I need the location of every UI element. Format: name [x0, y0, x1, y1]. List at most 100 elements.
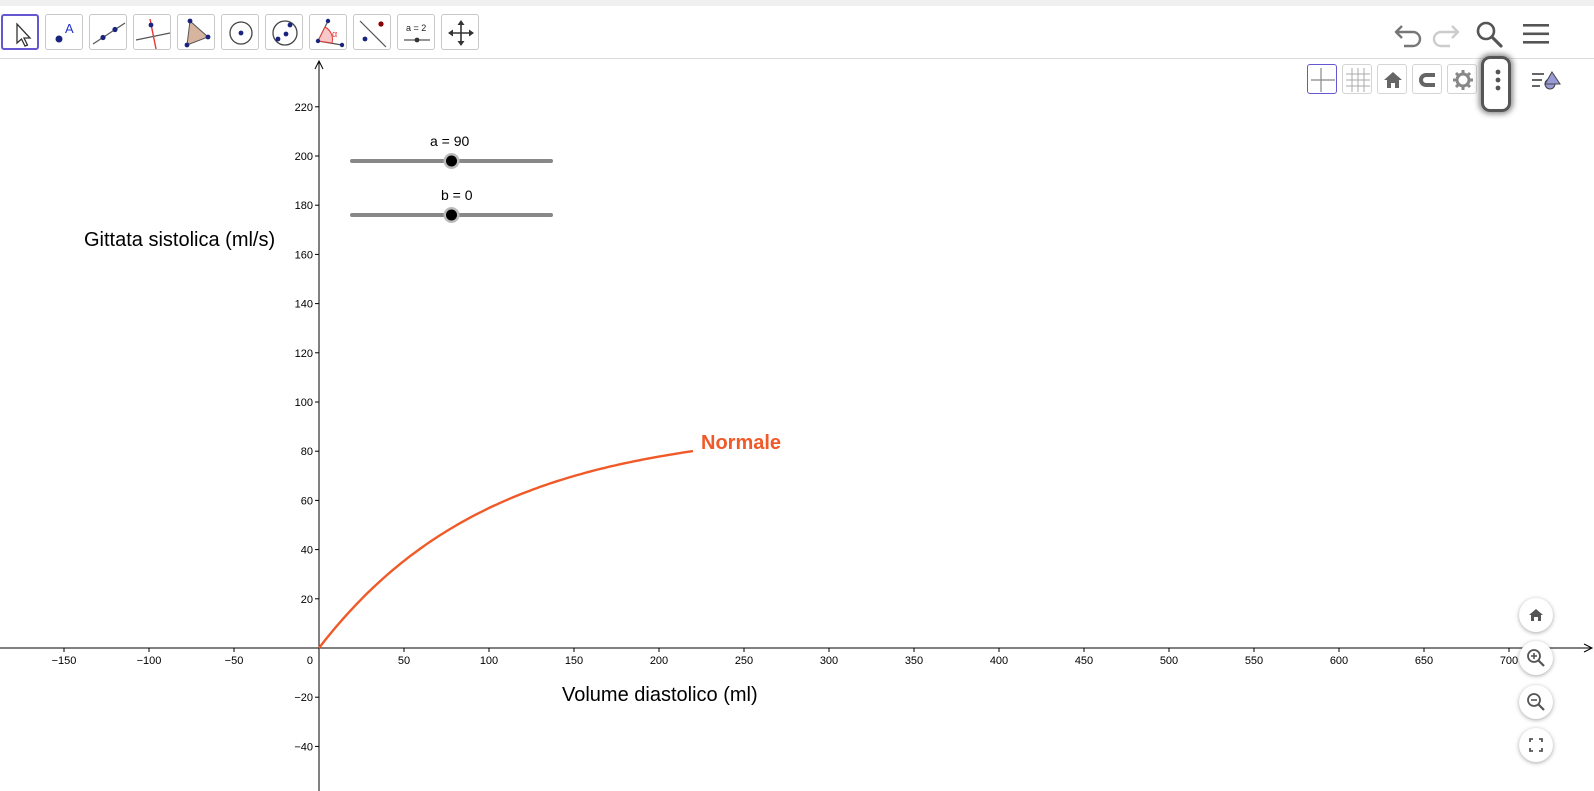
gear-icon [1453, 70, 1473, 90]
zoom-in-fab[interactable] [1519, 641, 1553, 675]
move-tool-button[interactable] [1, 14, 39, 50]
y-axis-title: Gittata sistolica (ml/s) [84, 229, 276, 251]
home-icon [1384, 72, 1402, 88]
circle-icon [229, 21, 253, 45]
y-tick-label: 160 [295, 249, 313, 261]
perpendicular-line-icon [135, 18, 171, 50]
circle-through-points-icon [272, 20, 298, 46]
x-tick-label: 650 [1415, 655, 1433, 667]
x-tick-label: 400 [990, 655, 1008, 667]
polygon-icon [184, 18, 211, 48]
x-tick-label: 250 [735, 655, 753, 667]
reflect-tool-button[interactable] [353, 14, 391, 50]
x-axis-title: Volume diastolico (ml) [562, 684, 758, 706]
x-tick-label: 100 [480, 655, 498, 667]
zoom-out-icon [1527, 693, 1545, 711]
graphics-style-bar [1302, 62, 1594, 100]
grid-toggle-icon [1346, 68, 1370, 92]
circle-center-point-tool-button[interactable] [221, 14, 259, 50]
standard-view-fab[interactable] [1519, 598, 1553, 632]
x-tick-label: 450 [1075, 655, 1093, 667]
slider-knob[interactable] [446, 155, 457, 167]
angle-icon: α [315, 18, 345, 48]
magnet-icon [1419, 73, 1435, 87]
cursor-arrow-icon [16, 22, 32, 47]
y-tick-label: 100 [295, 397, 313, 409]
y-tick-label: −40 [294, 741, 313, 753]
slider-a-label: a = 90 [430, 133, 470, 149]
y-tick-label: 200 [295, 151, 313, 163]
main-menu-button[interactable] [1520, 20, 1552, 48]
line-tool-button[interactable] [89, 14, 127, 50]
y-axis [314, 59, 324, 791]
slider-b-label: b = 0 [441, 187, 473, 203]
move-arrows-icon [448, 20, 474, 46]
standard-view-button[interactable] [1377, 64, 1407, 94]
x-tick-label: 150 [565, 655, 583, 667]
axis-tick-labels: −150 −100 −50 50 100 150 200 250 300 350 400 450 500… [52, 102, 1519, 754]
search-icon [1476, 21, 1503, 48]
x-tick-label: 200 [650, 655, 668, 667]
more-options-icon [1495, 69, 1501, 91]
point-icon: A [55, 21, 74, 43]
style-bar-toggle-icon [1532, 71, 1561, 90]
toolbar: A [0, 6, 1594, 59]
x-tick-label: −50 [225, 655, 244, 667]
y-tick-label: 120 [295, 348, 313, 360]
graphics-settings-button[interactable] [1447, 64, 1477, 94]
polygon-tool-button[interactable] [177, 14, 215, 50]
more-options-button[interactable] [1482, 64, 1512, 94]
x-tick-label: 700 [1500, 655, 1518, 667]
x-tick-label: 300 [820, 655, 838, 667]
x-axis [0, 643, 1594, 653]
home-icon [1529, 609, 1543, 621]
slider-icon: a = 2 [404, 23, 430, 43]
fullscreen-icon [1529, 738, 1543, 752]
point-tool-button[interactable]: A [45, 14, 83, 50]
y-tick-label: −20 [294, 692, 313, 704]
focus-highlight [1481, 56, 1511, 112]
y-tick-label: 80 [301, 446, 313, 458]
angle-tool-button[interactable]: α [309, 14, 347, 50]
zoom-in-icon [1527, 649, 1545, 667]
y-tick-label: 180 [295, 200, 313, 212]
x-tick-label: 350 [905, 655, 923, 667]
fullscreen-fab[interactable] [1519, 728, 1553, 762]
search-button[interactable] [1474, 20, 1506, 48]
undo-icon [1394, 25, 1422, 48]
y-tick-label: 20 [301, 594, 313, 606]
reflect-about-line-icon [359, 20, 387, 48]
line-icon [92, 22, 126, 45]
y-tick-label: 220 [295, 102, 313, 114]
svg-text:α: α [332, 29, 337, 39]
grid-toggle-button[interactable] [1342, 64, 1372, 94]
redo-button[interactable] [1430, 20, 1462, 48]
graphics-view[interactable]: −150 −100 −50 50 100 150 200 250 300 350 400 450 500… [0, 59, 1594, 791]
menu-icon [1523, 24, 1549, 44]
redo-icon [1432, 25, 1460, 48]
slider-tool-button[interactable]: a = 2 [397, 14, 435, 50]
undo-button[interactable] [1392, 20, 1424, 48]
x-tick-label: 550 [1245, 655, 1263, 667]
zoom-out-fab[interactable] [1519, 685, 1553, 719]
x-tick-label: 50 [398, 655, 410, 667]
curve-normale[interactable] [318, 449, 694, 649]
axes-toggle-button[interactable] [1307, 64, 1337, 94]
perpendicular-line-tool-button[interactable] [133, 14, 171, 50]
y-tick-label: 40 [301, 545, 313, 557]
y-tick-label: 60 [301, 495, 313, 507]
circle-three-points-tool-button[interactable] [265, 14, 303, 50]
axes-toggle-icon [1311, 68, 1335, 92]
svg-text:a = 2: a = 2 [406, 23, 426, 33]
y-tick-label: 140 [295, 299, 313, 311]
origin-label: 0 [307, 655, 313, 667]
style-bar-toggle-button[interactable] [1530, 64, 1564, 94]
sliders [350, 153, 553, 223]
move-graphics-view-tool-button[interactable] [441, 14, 479, 50]
x-tick-label: 500 [1160, 655, 1178, 667]
slider-knob[interactable] [446, 209, 457, 221]
x-tick-label: 600 [1330, 655, 1348, 667]
point-capturing-button[interactable] [1412, 64, 1442, 94]
curve-label: Normale [701, 432, 782, 454]
x-tick-label: −100 [137, 655, 162, 667]
